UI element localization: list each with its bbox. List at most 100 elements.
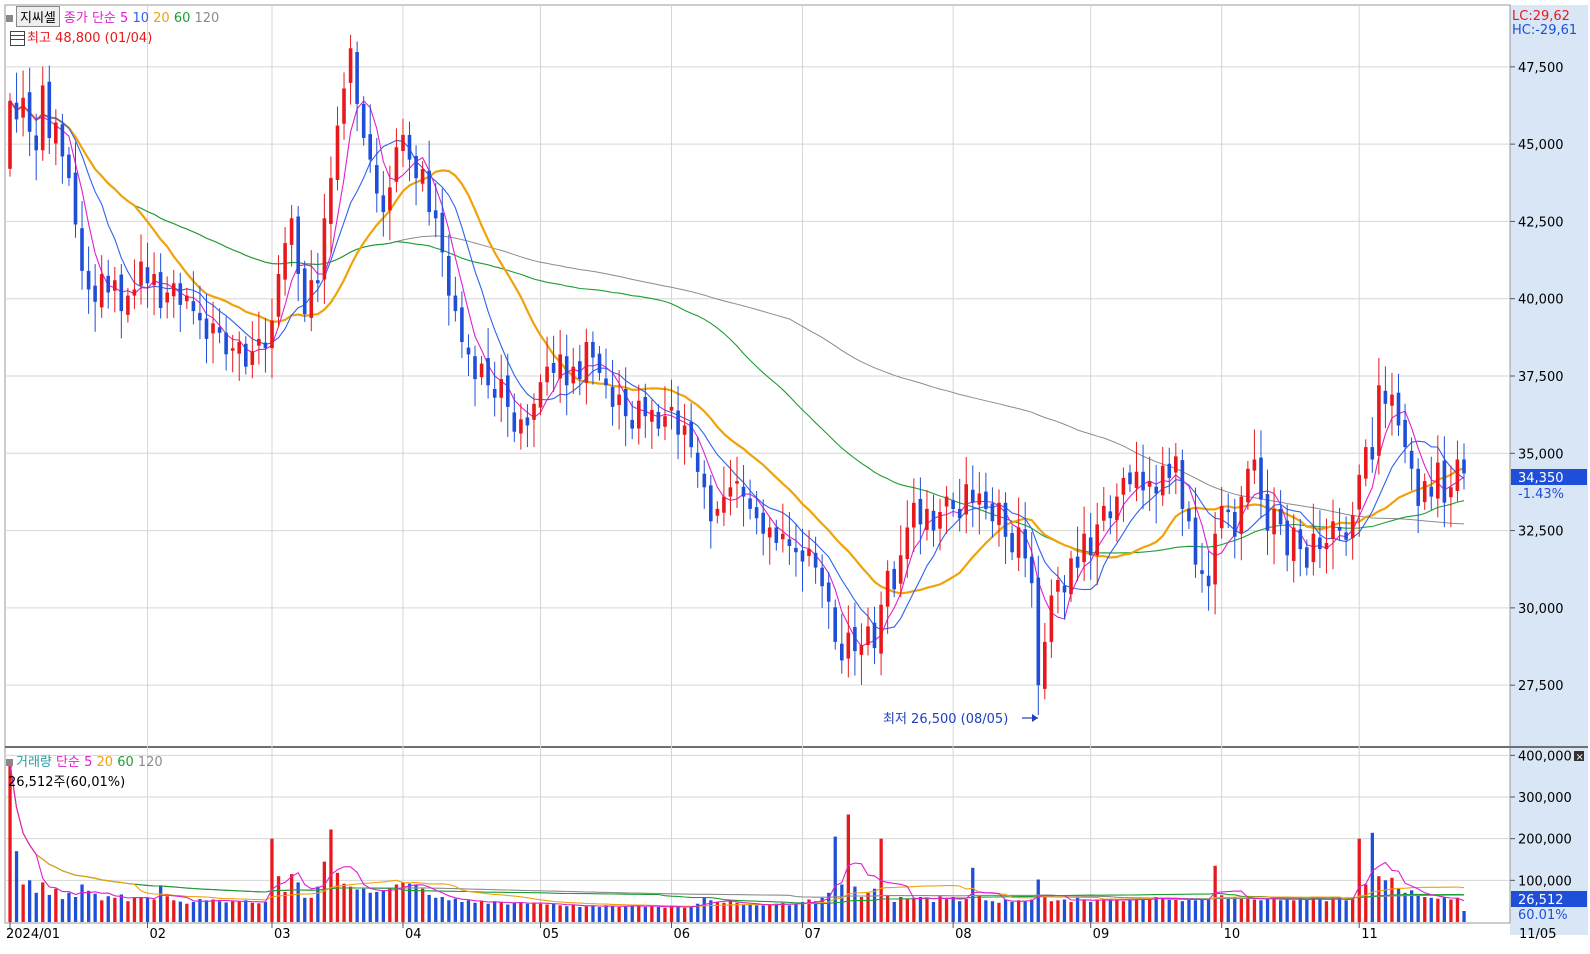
price-tick-label: 42,500 xyxy=(1518,215,1564,230)
volume-bar xyxy=(689,906,693,922)
candle xyxy=(1390,372,1394,436)
candle-body xyxy=(643,397,648,417)
candle-body xyxy=(1226,509,1230,513)
volume-bar xyxy=(715,902,719,922)
candle-body xyxy=(722,496,726,513)
volume-bar xyxy=(1121,901,1126,922)
candle xyxy=(1337,508,1342,542)
candle xyxy=(545,336,549,396)
volume-bar xyxy=(643,907,647,922)
volume-legend-collapse-icon[interactable] xyxy=(6,759,13,766)
candle-body xyxy=(1010,533,1014,553)
month-label: 06 xyxy=(674,927,691,942)
candle xyxy=(984,472,988,520)
candle xyxy=(767,516,772,565)
candle xyxy=(761,499,765,556)
volume-bar xyxy=(722,902,726,922)
volume-bar xyxy=(774,903,778,922)
candle xyxy=(401,118,405,168)
candle-body xyxy=(1121,478,1126,495)
candle-body xyxy=(1115,496,1119,521)
volume-bar xyxy=(1390,877,1394,922)
volume-bar xyxy=(198,899,202,922)
volume-bar xyxy=(1298,898,1302,922)
candle xyxy=(604,348,608,399)
candle-body xyxy=(244,343,248,367)
volume-bar xyxy=(1311,897,1315,922)
candle xyxy=(93,264,97,332)
candle-body xyxy=(139,261,143,286)
current-price-box xyxy=(1511,469,1587,485)
volume-bar xyxy=(178,901,182,922)
hc-label: HC:-29,61 xyxy=(1512,23,1577,38)
candle-body xyxy=(767,527,772,538)
legend-collapse-icon[interactable] xyxy=(6,15,13,22)
candle xyxy=(905,500,910,578)
candle-body xyxy=(1049,595,1054,642)
volume-bar xyxy=(453,898,457,922)
candle-body xyxy=(381,195,386,213)
candle-body xyxy=(21,97,25,118)
candle-body xyxy=(316,280,320,284)
candle xyxy=(630,401,634,440)
candle-body xyxy=(1396,392,1401,426)
volume-bar xyxy=(87,890,91,923)
candle xyxy=(722,466,726,526)
candle-body xyxy=(1036,577,1041,686)
candle xyxy=(1075,526,1080,581)
volume-bar xyxy=(335,872,340,922)
candle xyxy=(1206,551,1211,611)
candle-body xyxy=(1422,481,1427,503)
candle xyxy=(342,72,346,140)
candle xyxy=(492,361,497,417)
volume-bar xyxy=(224,902,228,922)
volume-bar xyxy=(126,901,130,922)
candle xyxy=(1442,436,1447,528)
volume-bar xyxy=(1259,900,1263,922)
candle-body xyxy=(525,417,530,426)
candle-body xyxy=(263,342,268,349)
candle xyxy=(1226,493,1230,529)
candle xyxy=(204,294,209,364)
volume-bar xyxy=(172,900,176,922)
volume-bar xyxy=(1324,901,1329,922)
volume-bar xyxy=(290,874,294,922)
candle-body xyxy=(132,289,137,296)
candle xyxy=(800,528,805,592)
volume-bar xyxy=(545,904,549,922)
month-label: 04 xyxy=(405,927,422,942)
volume-bar xyxy=(944,899,949,922)
table-icon[interactable] xyxy=(10,31,25,46)
volume-bar xyxy=(552,903,556,922)
candle xyxy=(840,613,844,674)
candle-body xyxy=(394,147,399,182)
candle xyxy=(237,331,241,381)
candle-body xyxy=(800,550,805,562)
candle-body xyxy=(171,283,176,297)
candle-body xyxy=(872,622,877,649)
high-marker: 최고 48,800 (01/04) xyxy=(10,27,152,46)
candle xyxy=(152,252,156,316)
candle xyxy=(171,269,176,318)
price-legend: 지씨셀 종가 단순 5 10 20 60 120 xyxy=(6,6,219,27)
candle-body xyxy=(1416,468,1420,506)
candle-body xyxy=(787,539,792,546)
volume-bar xyxy=(1095,899,1099,922)
volume-bar xyxy=(827,892,831,922)
candle xyxy=(1324,518,1329,574)
volume-bar xyxy=(139,897,143,922)
stock-name-tab[interactable]: 지씨셀 xyxy=(16,6,60,27)
candle-body xyxy=(1409,450,1414,469)
volume-bar xyxy=(257,903,261,923)
volume-bar xyxy=(683,907,687,922)
candle-body xyxy=(224,332,228,355)
candle-body xyxy=(1252,459,1257,471)
high-marker-label: 최고 48,800 (01/04) xyxy=(27,31,153,46)
candle xyxy=(637,384,641,445)
candle-body xyxy=(1324,543,1329,550)
volume-panel-close-button[interactable] xyxy=(1574,751,1584,761)
candle-body xyxy=(8,100,12,169)
volume-bar xyxy=(1292,900,1296,922)
